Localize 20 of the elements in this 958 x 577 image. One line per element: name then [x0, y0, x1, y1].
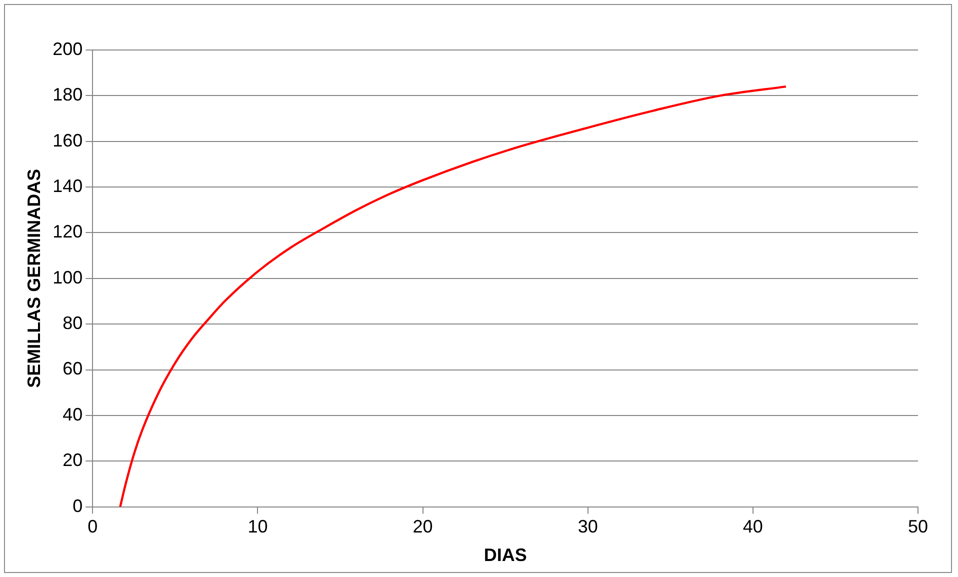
x-tick-label: 50 — [908, 516, 928, 537]
x-tick-label: 40 — [742, 516, 763, 537]
y-tick-label: 100 — [52, 267, 83, 288]
line-series — [119, 85, 788, 507]
y-tick-label: 40 — [62, 404, 83, 424]
y-tick-label: 140 — [52, 176, 83, 196]
y-tick-label: 60 — [62, 358, 83, 379]
y-tick-label: 80 — [62, 313, 83, 334]
x-tick-label: 20 — [412, 516, 433, 537]
y-tick-label: 180 — [52, 84, 83, 105]
x-tick-label: 30 — [578, 516, 598, 537]
y-axis-title: SEMILLAS GERMINADAS — [24, 168, 44, 388]
x-tick-label: 10 — [248, 516, 268, 537]
x-axis-title: DIAS — [484, 545, 527, 566]
y-tick-label: 0 — [72, 496, 83, 516]
y-tick-label: 120 — [52, 222, 83, 242]
x-tick-label: 0 — [88, 516, 98, 537]
y-tick-label: 160 — [52, 130, 83, 150]
y-tick-label: 20 — [62, 450, 83, 470]
y-tick-label: 200 — [52, 38, 83, 59]
